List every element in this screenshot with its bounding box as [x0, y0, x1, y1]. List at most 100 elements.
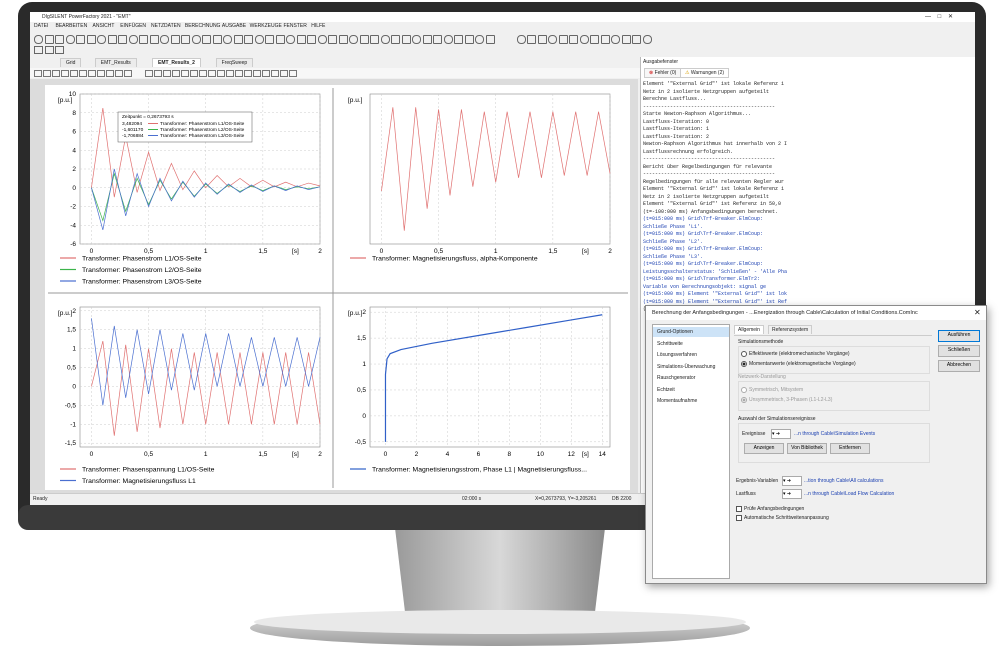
- tool-icon[interactable]: [118, 35, 127, 44]
- nav-item[interactable]: Lösungsverfahren: [657, 352, 698, 358]
- nav-item[interactable]: Grund-Optionen: [653, 327, 729, 337]
- selector[interactable]: ▾ ➜: [782, 476, 802, 486]
- tool-icon[interactable]: [223, 35, 232, 44]
- tool-icon[interactable]: [160, 35, 169, 44]
- radio-label[interactable]: Momentanwerte (elektromagnetische Vorgän…: [749, 360, 856, 367]
- tab[interactable]: EMT_Results_2: [152, 58, 201, 67]
- tool-icon[interactable]: [97, 35, 106, 44]
- tool-icon[interactable]: [88, 70, 96, 77]
- menu-item[interactable]: EINFÜGEN: [120, 23, 147, 29]
- tool-icon[interactable]: [44, 46, 54, 54]
- tool-icon[interactable]: [265, 35, 274, 44]
- tool-icon[interactable]: [65, 35, 75, 44]
- menu-item[interactable]: HILFE: [311, 23, 326, 29]
- button[interactable]: Von Bibliothek: [787, 443, 827, 454]
- radio-label[interactable]: Symmetrisch, Mitsystem: [749, 386, 804, 393]
- menu-item[interactable]: WERKZEUGE: [249, 23, 282, 29]
- tool-icon[interactable]: [128, 35, 138, 44]
- ref-link[interactable]: ...n through Cable\Simulation Events: [794, 431, 876, 437]
- tool-icon[interactable]: [338, 35, 348, 44]
- tool-icon[interactable]: [163, 70, 171, 77]
- tool-icon[interactable]: [271, 70, 279, 77]
- radio-label[interactable]: Effektivwerte (elektromechanische Vorgän…: [749, 350, 850, 357]
- tool-icon[interactable]: [621, 35, 631, 44]
- tool-icon[interactable]: [154, 70, 162, 77]
- tool-icon[interactable]: [275, 35, 285, 44]
- button[interactable]: Schließen: [938, 345, 980, 357]
- tool-icon[interactable]: [391, 35, 400, 44]
- button[interactable]: Anzeigen: [744, 443, 784, 454]
- tool-icon[interactable]: [235, 70, 243, 77]
- tool-icon[interactable]: [202, 35, 211, 44]
- tool-icon[interactable]: [328, 35, 337, 44]
- tool-icon[interactable]: [244, 70, 252, 77]
- tool-icon[interactable]: [380, 35, 390, 44]
- tool-icon[interactable]: [181, 70, 189, 77]
- tool-icon[interactable]: [55, 46, 64, 54]
- selector[interactable]: ▾ ➜: [771, 429, 791, 439]
- tool-icon[interactable]: [212, 35, 222, 44]
- tool-icon[interactable]: [191, 35, 201, 44]
- tool-icon[interactable]: [262, 70, 270, 77]
- menu-item[interactable]: BEARBEITEN: [55, 23, 88, 29]
- menu-item[interactable]: ANSICHT: [92, 23, 115, 29]
- tool-icon[interactable]: [359, 35, 369, 44]
- tool-icon[interactable]: [145, 70, 153, 77]
- tool-icon[interactable]: [307, 35, 316, 44]
- checkbox[interactable]: [736, 515, 742, 521]
- tool-icon[interactable]: [537, 35, 547, 44]
- tool-icon[interactable]: [600, 35, 610, 44]
- tool-icon[interactable]: [254, 35, 264, 44]
- menu-item[interactable]: NETZDATEN: [151, 23, 181, 29]
- tool-icon[interactable]: [443, 35, 453, 44]
- radio[interactable]: [741, 397, 747, 403]
- checkbox-label[interactable]: Automatische Schrittweitenanpassung: [744, 514, 829, 521]
- tool-icon[interactable]: [485, 35, 495, 44]
- tool-icon[interactable]: [516, 35, 526, 44]
- tool-icon[interactable]: [55, 35, 64, 44]
- tool-icon[interactable]: [79, 70, 87, 77]
- tool-icon[interactable]: [43, 70, 51, 77]
- tool-icon[interactable]: [253, 70, 261, 77]
- tool-icon[interactable]: [244, 35, 253, 44]
- tool-icon[interactable]: [233, 35, 243, 44]
- dialog-tab[interactable]: Referenzsystem: [768, 325, 813, 334]
- radio[interactable]: [741, 387, 747, 393]
- tool-icon[interactable]: [34, 46, 43, 54]
- tool-icon[interactable]: [217, 70, 225, 77]
- menu-item[interactable]: AUSGABE: [221, 23, 247, 29]
- radio[interactable]: [741, 361, 747, 367]
- nav-item[interactable]: Echtzeit: [657, 386, 675, 393]
- tool-icon[interactable]: [454, 35, 463, 44]
- dialog-close[interactable]: ✕: [974, 308, 981, 317]
- button[interactable]: Abbrechen: [938, 360, 980, 372]
- tool-icon[interactable]: [170, 35, 180, 44]
- tool-icon[interactable]: [76, 35, 85, 44]
- menu-item[interactable]: DATEI: [34, 23, 49, 29]
- tool-icon[interactable]: [226, 70, 234, 77]
- tool-icon[interactable]: [115, 70, 123, 77]
- ref-link[interactable]: ...tion through Cable\All calculations: [804, 478, 884, 484]
- tool-icon[interactable]: [289, 70, 297, 77]
- checkbox-label[interactable]: Prüfe Anfangsbedingungen: [744, 505, 805, 512]
- tool-icon[interactable]: [97, 70, 105, 77]
- tool-icon[interactable]: [61, 70, 69, 77]
- menu-item[interactable]: BERECHNUNG: [184, 23, 221, 29]
- tool-icon[interactable]: [107, 35, 117, 44]
- ref-link[interactable]: ...n through Cable\Load Flow Calculation: [804, 491, 895, 497]
- dialog-tab[interactable]: Allgemein: [734, 325, 764, 334]
- radio-label[interactable]: Unsymmetrisch, 3-Phasen (L1-L2-L3): [749, 396, 833, 403]
- tool-icon[interactable]: [317, 35, 327, 44]
- tool-icon[interactable]: [401, 35, 411, 44]
- output-tab[interactable]: ⊗ Fehler (0): [644, 68, 682, 78]
- nav-item[interactable]: Schrittweite: [657, 340, 683, 347]
- tool-icon[interactable]: [412, 35, 421, 44]
- tool-icon[interactable]: [433, 35, 442, 44]
- tool-icon[interactable]: [280, 70, 288, 77]
- button[interactable]: Entfernen: [830, 443, 870, 454]
- tool-icon[interactable]: [149, 35, 159, 44]
- tool-icon[interactable]: [579, 35, 589, 44]
- output-tab[interactable]: ⚠ Warnungen (2): [680, 68, 730, 78]
- tool-icon[interactable]: [611, 35, 620, 44]
- tool-icon[interactable]: [569, 35, 578, 44]
